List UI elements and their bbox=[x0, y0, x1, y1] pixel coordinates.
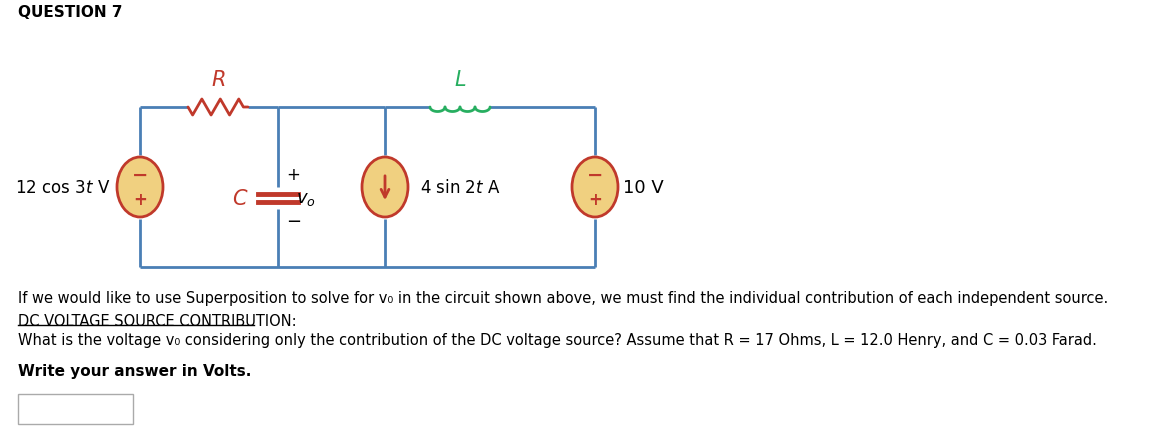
Text: Write your answer in Volts.: Write your answer in Volts. bbox=[18, 364, 252, 378]
Text: 4 sin 2$t$ A: 4 sin 2$t$ A bbox=[420, 179, 500, 197]
Text: $R$: $R$ bbox=[210, 70, 225, 90]
Ellipse shape bbox=[572, 158, 618, 218]
Ellipse shape bbox=[362, 158, 408, 218]
Text: If we would like to use Superposition to solve for v₀ in the circuit shown above: If we would like to use Superposition to… bbox=[18, 290, 1109, 305]
Text: −: − bbox=[132, 165, 148, 184]
FancyBboxPatch shape bbox=[18, 394, 133, 424]
Text: +: + bbox=[588, 191, 602, 208]
Text: $C$: $C$ bbox=[232, 189, 248, 208]
Text: $v_o$: $v_o$ bbox=[296, 190, 315, 208]
Text: −: − bbox=[587, 165, 603, 184]
Text: $L$: $L$ bbox=[454, 70, 467, 90]
Text: What is the voltage v₀ considering only the contribution of the DC voltage sourc: What is the voltage v₀ considering only … bbox=[18, 332, 1097, 347]
Text: −: − bbox=[286, 212, 301, 230]
Text: +: + bbox=[286, 166, 300, 184]
Text: 10 V: 10 V bbox=[623, 179, 664, 197]
Text: QUESTION 7: QUESTION 7 bbox=[18, 4, 122, 19]
Text: +: + bbox=[133, 191, 147, 208]
Ellipse shape bbox=[117, 158, 163, 218]
Text: DC VOLTAGE SOURCE CONTRIBUTION:: DC VOLTAGE SOURCE CONTRIBUTION: bbox=[18, 314, 297, 329]
Text: 12 cos 3$t$ V: 12 cos 3$t$ V bbox=[15, 179, 110, 197]
